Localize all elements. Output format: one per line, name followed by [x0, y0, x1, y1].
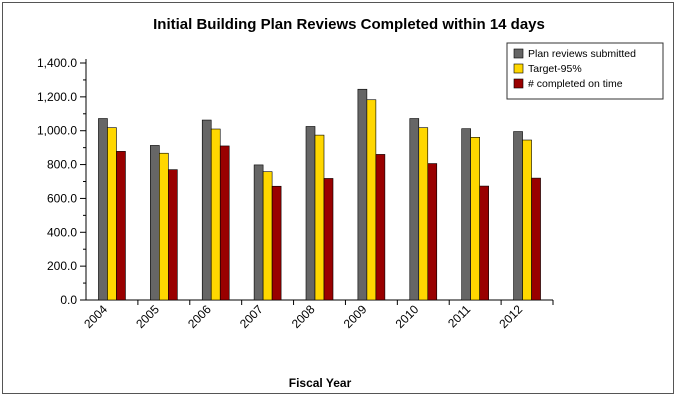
- bar-2007-1: [253, 164, 264, 301]
- bar-2011-3: [479, 185, 489, 301]
- x-tick-label: 2012: [496, 302, 525, 331]
- legend-label: Target-95%: [528, 63, 582, 75]
- bar-2008-2: [314, 134, 325, 301]
- legend-label: Plan reviews submitted: [528, 48, 636, 60]
- bar-2007-3: [271, 185, 282, 301]
- bar-2010-2: [418, 127, 429, 301]
- bar-2007-2: [262, 171, 273, 301]
- bar-2005-3: [168, 169, 178, 301]
- bar-2009-2: [366, 99, 377, 301]
- bar-2008-1: [305, 126, 316, 301]
- bar-2012-1: [513, 131, 523, 301]
- x-tick-label: 2006: [185, 302, 214, 331]
- bar-2012-2: [522, 139, 532, 301]
- x-tick-label: 2011: [445, 302, 473, 330]
- bar-2010-3: [427, 163, 438, 301]
- bar-2006-1: [201, 119, 212, 301]
- y-tick-label: 1,200.0: [37, 90, 77, 104]
- bar-2010-1: [409, 118, 420, 301]
- y-axis: 0.0 200.0 400.0 600.0 800.0 1,000.0 1,200.0 1,4…: [37, 56, 87, 307]
- x-tick-label: 2009: [341, 302, 370, 331]
- y-tick-label: 1,000.0: [37, 124, 77, 138]
- bar-2008-3: [323, 178, 334, 301]
- bar-2004-2: [107, 127, 117, 301]
- chart-frame: Initial Building Plan Reviews Completed …: [2, 2, 674, 394]
- bar-2005-2: [159, 152, 169, 301]
- bar-2004-3: [116, 151, 126, 301]
- x-axis: 2004 2005 2006 2007 2008 2009 2010 2011 2012: [81, 299, 554, 331]
- y-tick-label: 800.0: [47, 158, 77, 172]
- x-tick-label: 2010: [393, 302, 422, 331]
- bar-2004-1: [98, 118, 108, 301]
- bar-chart: Initial Building Plan Reviews Completed …: [37, 16, 664, 390]
- bar-2006-3: [219, 145, 230, 301]
- bar-2006-2: [210, 128, 221, 301]
- legend-label: # completed on time: [528, 78, 623, 90]
- legend-box: [506, 42, 664, 100]
- x-tick-label: 2005: [133, 302, 162, 331]
- legend-swatch: [513, 78, 524, 89]
- bar-2005-1: [150, 145, 160, 301]
- y-tick-label: 400.0: [47, 225, 77, 239]
- bar-2009-1: [357, 88, 368, 301]
- legend-swatch: [513, 48, 524, 59]
- bar-2011-1: [461, 128, 471, 301]
- chart-title: Initial Building Plan Reviews Completed …: [153, 16, 545, 33]
- y-tick-label: 600.0: [47, 191, 77, 205]
- x-tick-label: 2008: [289, 302, 318, 331]
- y-tick-label: 200.0: [47, 259, 77, 273]
- bar-2011-2: [470, 137, 480, 301]
- bars: [98, 88, 541, 301]
- x-axis-title: Fiscal Year: [289, 376, 352, 390]
- x-tick-label: 2007: [237, 302, 266, 331]
- y-tick-label: 1,400.0: [37, 56, 77, 70]
- legend-swatch: [513, 63, 524, 74]
- y-tick-label: 0.0: [60, 293, 77, 307]
- x-tick-label: 2004: [81, 302, 110, 331]
- bar-2009-3: [375, 154, 386, 301]
- legend: Plan reviews submitted Target-95% # comple…: [506, 42, 664, 100]
- bar-2012-3: [531, 177, 541, 301]
